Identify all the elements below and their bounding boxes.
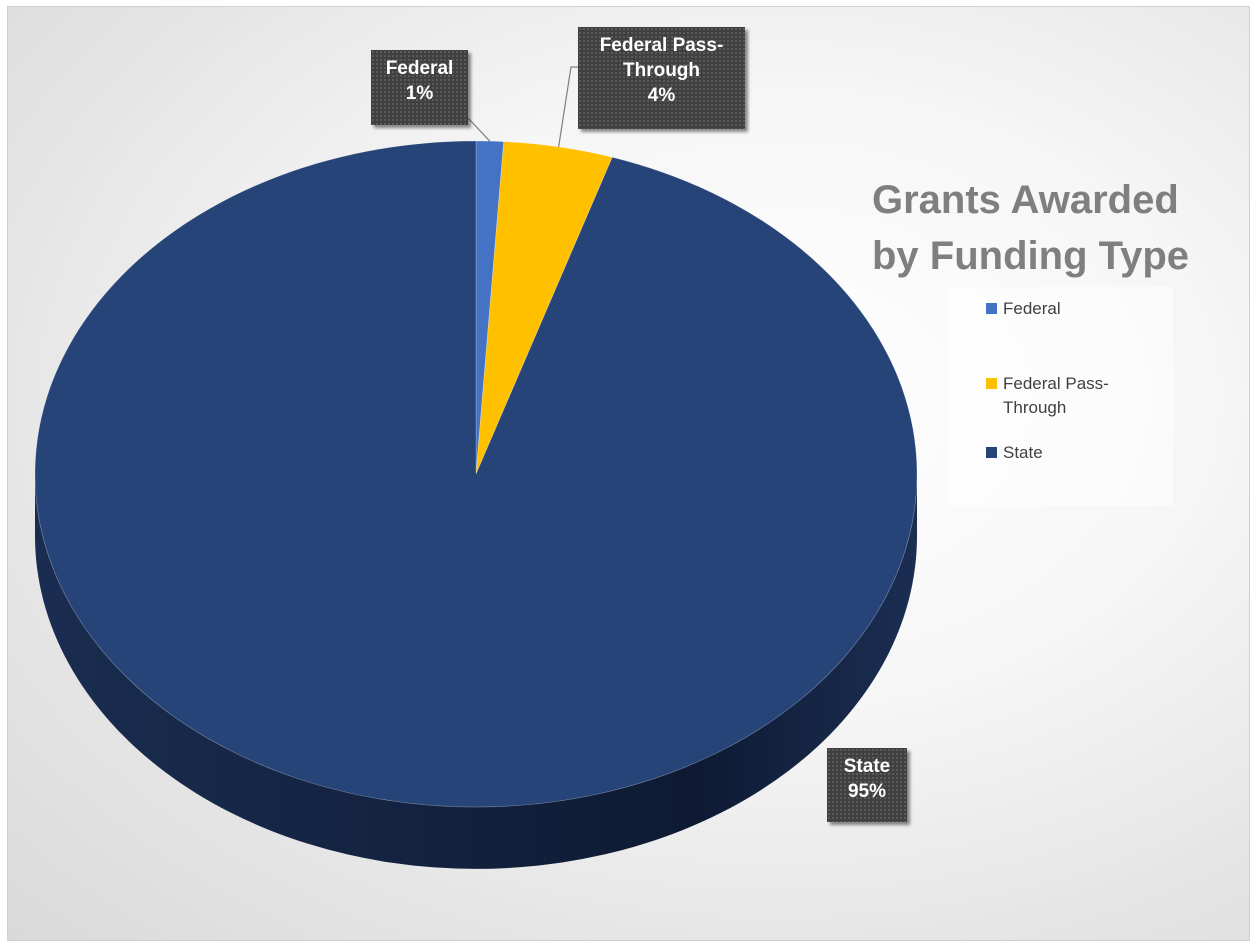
pie-side-state [35,474,917,869]
pie-slice-federal-pass-through [475,141,613,475]
chart-title: Grants Awarded by Funding Type [872,178,1190,278]
legend-label: State [1003,443,1043,462]
legend-swatch-federal-pass-through [986,378,997,389]
leader-lines [467,66,578,147]
data-label-federal: Federal 1% [371,50,468,125]
pie-slice-state [34,140,918,808]
data-label-category: Federal Pass-Through [599,35,724,81]
legend-label: Federal [1003,299,1061,318]
legend-item-state: State [986,441,1113,465]
legend-swatch-federal [986,303,997,314]
pie-slices [34,140,918,808]
pie-depth [35,474,917,869]
legend-label: Federal Pass-Through [1003,374,1109,417]
data-label-category: Federal [385,58,454,79]
legend: Federal Federal Pass-Through State [948,287,1173,506]
data-label-value: 1% [405,83,434,104]
data-label-value: 95% [847,781,887,802]
leader-line-federal-pass-through [558,66,578,147]
data-label-category: State [843,756,891,777]
pie-slice-federal [475,140,505,475]
legend-item-federal-pass-through: Federal Pass-Through [986,372,1113,420]
data-label-value: 4% [647,85,676,106]
data-label-federal-pass-through: Federal Pass-Through 4% [578,27,745,129]
legend-swatch-state [986,447,997,458]
leader-line-federal [467,117,491,142]
legend-item-federal: Federal [986,297,1113,321]
data-label-state: State 95% [827,748,907,822]
